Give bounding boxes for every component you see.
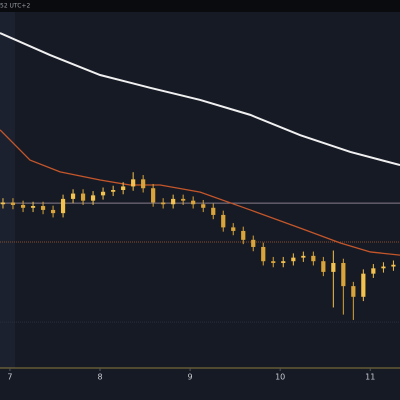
candle-body [30, 206, 36, 208]
candle-body [361, 273, 366, 297]
candle-body [40, 206, 46, 210]
candle-body [251, 239, 256, 247]
x-tick-label: 10 [275, 373, 285, 382]
candle-body [321, 261, 326, 272]
candle-body [50, 209, 56, 214]
candle-body [0, 202, 6, 205]
candle-body [351, 286, 356, 297]
candle-body [161, 202, 166, 205]
candle-body [281, 261, 286, 263]
x-tick-label: 9 [188, 373, 193, 382]
candle-body [211, 207, 216, 215]
candle-body [121, 186, 126, 190]
candle-body [331, 262, 336, 272]
candle-body [261, 246, 266, 262]
candle-body [70, 193, 76, 199]
candle-body [20, 204, 26, 208]
candle-body [381, 266, 386, 269]
candle-body [141, 179, 146, 189]
candle-body [181, 198, 186, 201]
moving-average [0, 32, 400, 167]
candle-body [100, 191, 106, 196]
candle-body [231, 227, 236, 231]
candle-body [80, 193, 86, 201]
moving-average [0, 129, 400, 256]
candle-body [311, 255, 316, 262]
candle-body [291, 257, 296, 262]
x-tick-label: 11 [365, 373, 375, 382]
candle-body [60, 198, 66, 214]
left-band [0, 12, 15, 368]
candle-body [301, 255, 306, 258]
candle-body [151, 188, 156, 203]
candle-body [241, 230, 246, 240]
time-label: 52 UTC+2 [0, 3, 30, 10]
candle-body [371, 268, 376, 274]
candle-body [90, 195, 96, 201]
candle-body [10, 202, 16, 205]
candle-body [341, 262, 346, 287]
candle-body [271, 261, 276, 263]
plot: 7 8 9 10 11 [0, 32, 400, 382]
top-bar [0, 0, 400, 12]
candle-body [131, 179, 136, 187]
x-tick-label: 7 [7, 373, 12, 382]
candle-body [221, 214, 226, 228]
candle-body [391, 264, 396, 267]
x-tick-label: 8 [97, 373, 102, 382]
candle-body [171, 198, 176, 205]
candle-body [201, 204, 206, 208]
candle-body [111, 190, 116, 192]
candle-body [191, 200, 196, 205]
